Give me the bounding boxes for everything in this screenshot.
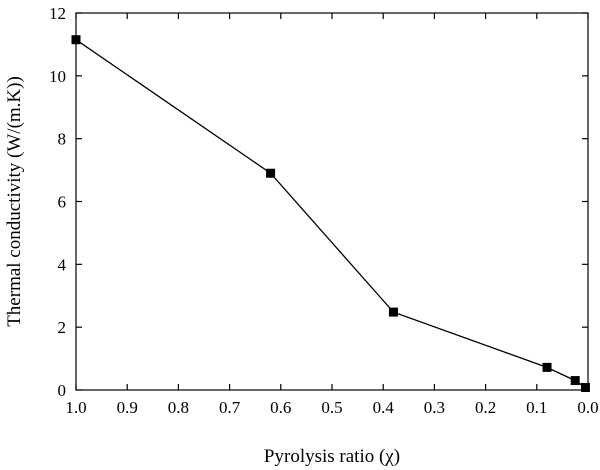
data-point: [266, 168, 276, 178]
x-tick-label: 0.7: [219, 398, 241, 417]
x-tick-label: 0.9: [117, 398, 138, 417]
x-axis-label: Pyrolysis ratio (χ): [264, 446, 400, 467]
y-axis-label: Thermal conductivity (W/(m.K)): [4, 76, 25, 327]
x-tick-label: 0.1: [526, 398, 547, 417]
data-point: [580, 382, 590, 392]
data-point: [570, 376, 580, 386]
x-tick-label: 1.0: [65, 398, 86, 417]
data-point: [542, 362, 552, 372]
x-tick-label: 0.5: [321, 398, 342, 417]
series-line: [75, 39, 586, 389]
y-tick-label: 12: [49, 4, 66, 23]
x-tick-label: 0.6: [270, 398, 291, 417]
x-tick-label: 0.0: [577, 398, 598, 417]
y-tick-label: 0: [58, 381, 67, 400]
y-tick-label: 10: [49, 67, 66, 86]
data-point: [388, 307, 398, 317]
plot-area: 1.0 0.9 0.8 0.7 0.6 0.5 0.4 0.3 0.2 0.1 0.0 0 2 4 6 8 10…: [49, 4, 599, 417]
x-tick-label: 0.2: [475, 398, 496, 417]
y-tick-label: 2: [58, 318, 67, 337]
y-tick-label: 8: [58, 130, 67, 149]
plot-frame: [75, 12, 589, 391]
x-tick-label: 0.4: [373, 398, 395, 417]
y-tick-label: 6: [58, 193, 67, 212]
y-tick-label: 4: [58, 255, 67, 274]
x-tick-label: 0.3: [424, 398, 445, 417]
x-tick-label: 0.8: [168, 398, 189, 417]
data-point: [71, 35, 81, 45]
